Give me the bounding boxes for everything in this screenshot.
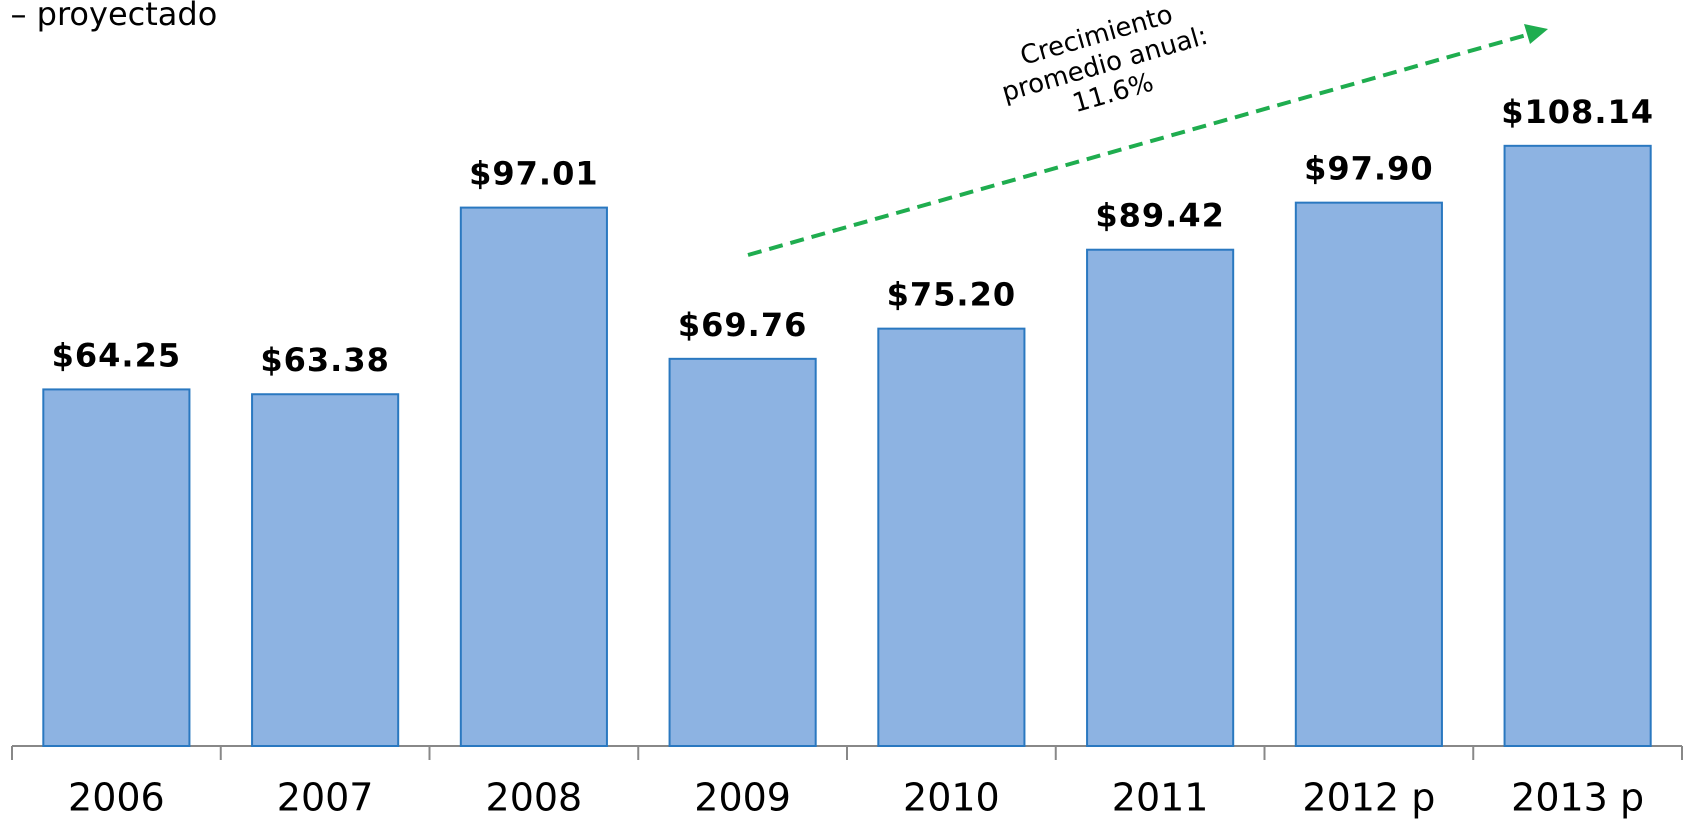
x-tick-label: 2013 p: [1511, 776, 1644, 820]
x-tick-label: 2008: [486, 776, 583, 820]
value-label: $64.25: [52, 336, 181, 374]
bar: [459, 206, 608, 748]
subtitle: p – proyectado: [0, 0, 217, 33]
x-tick-label: 2012 p: [1302, 776, 1435, 820]
annotation: Crecimiento promedio anual: 11.6%: [999, 0, 1212, 119]
bar: [1086, 248, 1235, 747]
x-tick-label: 2009: [694, 776, 791, 820]
value-label: $63.38: [260, 341, 389, 379]
bar: [42, 388, 191, 747]
value-label: $108.14: [1501, 93, 1654, 131]
value-label: $97.01: [469, 155, 598, 193]
x-tick-label: 2007: [277, 776, 374, 820]
bar: [1503, 144, 1652, 747]
bar: [251, 393, 400, 747]
value-label: $75.20: [887, 276, 1016, 314]
bar: [877, 327, 1026, 747]
bar: [1294, 201, 1443, 747]
x-tick-label: 2010: [903, 776, 1000, 820]
bar: [668, 357, 817, 747]
trend-arrow-head: [1524, 24, 1548, 44]
trend-arrow: [747, 32, 1531, 257]
value-label: $97.90: [1304, 150, 1433, 188]
x-tick-label: 2011: [1112, 776, 1209, 820]
value-label: $89.42: [1095, 197, 1224, 235]
x-tick-label: 2006: [68, 776, 165, 820]
value-label: $69.76: [678, 306, 807, 344]
